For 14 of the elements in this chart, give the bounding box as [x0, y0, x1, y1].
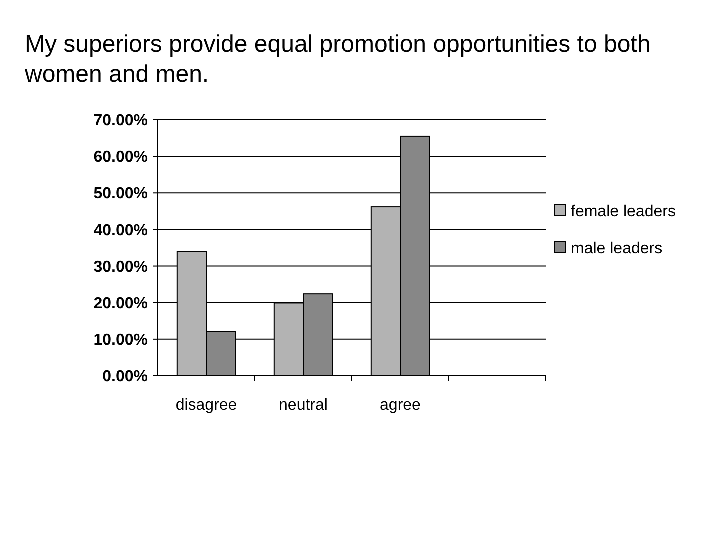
x-tick-label: agree	[380, 397, 422, 414]
x-tick-label: neutral	[279, 397, 328, 414]
legend-label: male leaders	[571, 240, 663, 258]
y-tick-label: 30.00%	[94, 258, 148, 276]
legend-label: female leaders	[571, 204, 676, 221]
y-tick-label: 50.00%	[94, 186, 148, 203]
chart-title: My superiors provide equal promotion opportunities to both women and men.	[24, 31, 651, 88]
y-tick-label: 70.00%	[94, 112, 148, 130]
y-tick-label: 40.00%	[94, 222, 148, 240]
y-tick-label: 20.00%	[94, 295, 148, 312]
x-tick-label: disagree	[176, 397, 238, 414]
y-tick-label: 60.00%	[94, 149, 148, 166]
y-tick-label: 0.00%	[102, 368, 148, 386]
y-tick-label: 10.00%	[94, 332, 148, 350]
